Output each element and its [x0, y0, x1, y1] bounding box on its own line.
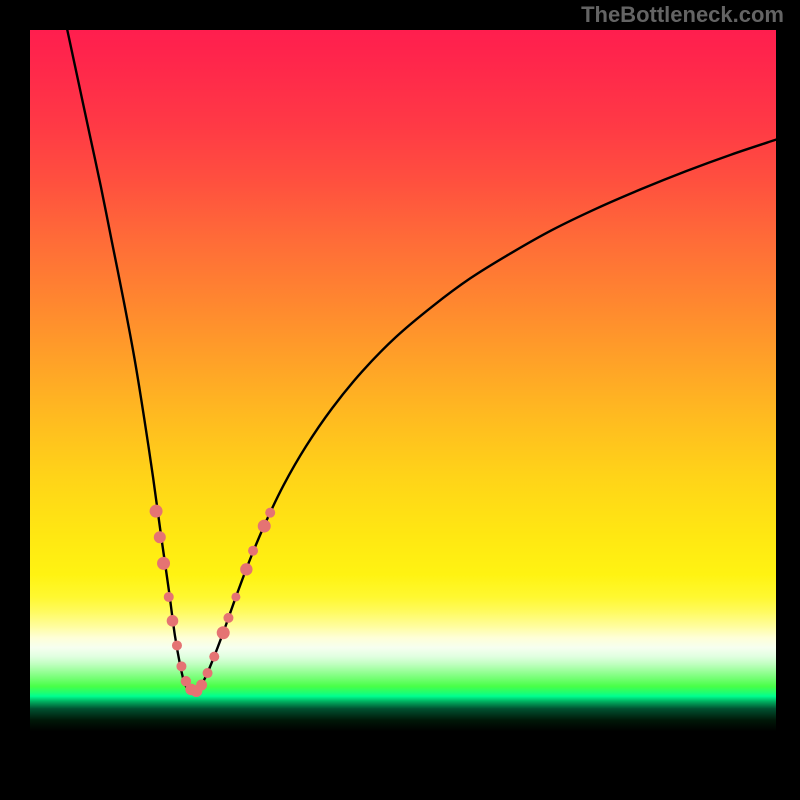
data-marker — [217, 626, 230, 639]
watermark-text: TheBottleneck.com — [581, 2, 784, 28]
data-marker — [240, 563, 252, 575]
chart-container: TheBottleneck.com — [0, 0, 800, 800]
data-marker — [176, 661, 186, 671]
data-marker — [258, 520, 271, 533]
data-marker — [196, 679, 207, 690]
data-marker — [265, 508, 275, 518]
data-marker — [203, 668, 213, 678]
data-marker — [154, 531, 166, 543]
bottleneck-chart — [0, 0, 800, 800]
data-marker — [167, 615, 179, 627]
data-marker — [172, 640, 182, 650]
data-marker — [150, 505, 163, 518]
data-marker — [157, 557, 170, 570]
data-marker — [209, 652, 219, 662]
data-marker — [248, 546, 258, 556]
data-marker — [164, 592, 174, 602]
data-marker — [231, 592, 240, 601]
data-marker — [223, 613, 233, 623]
